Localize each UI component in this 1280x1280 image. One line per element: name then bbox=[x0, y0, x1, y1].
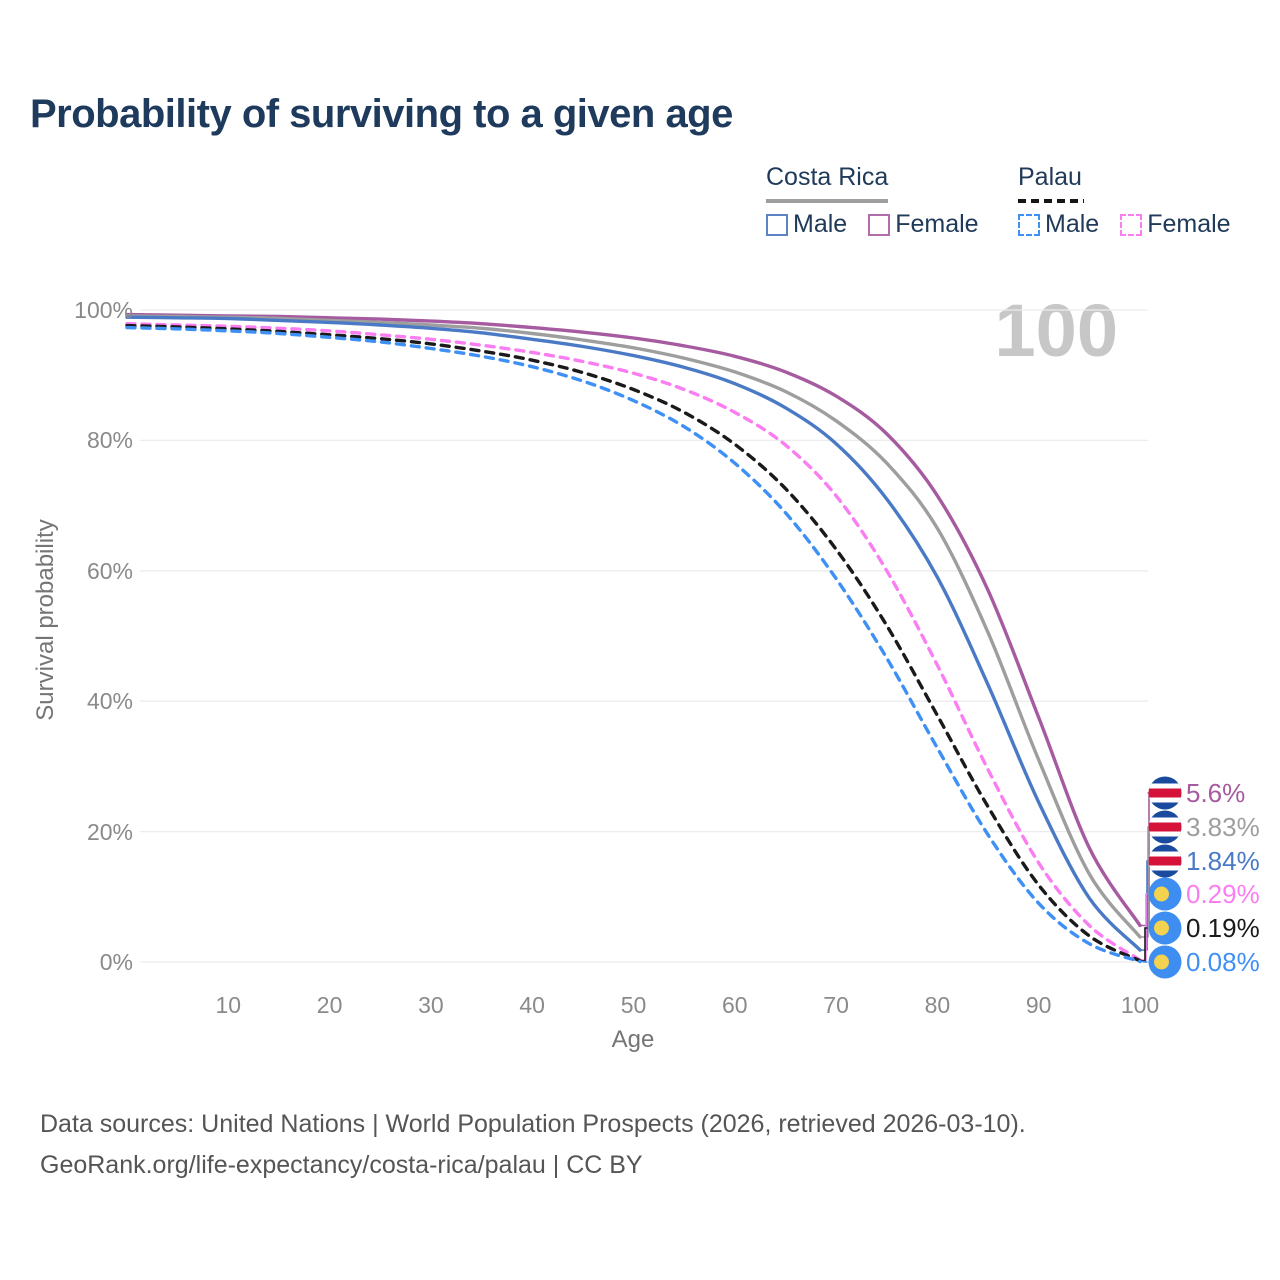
end-value-label-palau-both: 0.19% bbox=[1186, 913, 1260, 943]
legend-line-sample-costa-rica bbox=[766, 199, 888, 203]
y-axis-title: Survival probability bbox=[32, 519, 59, 721]
legend-checkbox-costa-rica-female[interactable] bbox=[868, 213, 891, 236]
legend-item-palau-female[interactable]: Female bbox=[1120, 210, 1231, 239]
end-value-label-costa-rica-male: 1.84% bbox=[1186, 846, 1260, 876]
x-tick-100: 100 bbox=[1120, 992, 1160, 1018]
legend-item-label: Female bbox=[1147, 210, 1231, 238]
data-sources-line1: Data sources: United Nations | World Pop… bbox=[40, 1110, 1026, 1138]
legend-group-palau: Palau Male Female bbox=[1018, 163, 1231, 239]
legend-item-label: Male bbox=[793, 210, 848, 238]
y-tick-80%: 80% bbox=[86, 427, 133, 454]
curve-costa-rica-both bbox=[125, 314, 1142, 939]
data-sources: Data sources: United Nations | World Pop… bbox=[40, 1104, 1026, 1186]
curve-costa-rica-female bbox=[125, 312, 1142, 928]
y-tick-60%: 60% bbox=[86, 557, 133, 584]
legend-line-sample-palau bbox=[1018, 199, 1084, 203]
x-tick-10: 10 bbox=[215, 992, 242, 1018]
y-tick-20%: 20% bbox=[86, 818, 133, 845]
legend-item-costa-rica-female[interactable]: Female bbox=[868, 210, 979, 239]
legend-group-costa-rica: Costa Rica Male Female bbox=[766, 163, 979, 239]
y-tick-100%: 100% bbox=[74, 297, 133, 323]
page-title: Probability of surviving to a given age bbox=[30, 92, 733, 136]
legend-item-costa-rica-male[interactable]: Male bbox=[766, 210, 847, 239]
end-label-connector bbox=[1140, 960, 1148, 963]
x-tick-20: 20 bbox=[316, 992, 343, 1018]
legend-item-label: Male bbox=[1045, 210, 1100, 238]
x-tick-70: 70 bbox=[823, 992, 849, 1018]
curve-palau-female bbox=[125, 322, 1142, 962]
end-value-label-palau-male: 0.08% bbox=[1186, 947, 1260, 977]
curve-palau-male bbox=[125, 325, 1142, 964]
end-value-label-palau-female: 0.29% bbox=[1186, 879, 1260, 909]
x-tick-80: 80 bbox=[924, 992, 951, 1018]
end-value-label-costa-rica-female: 5.6% bbox=[1186, 778, 1246, 808]
legend-item-palau-male[interactable]: Male bbox=[1018, 210, 1099, 239]
x-tick-90: 90 bbox=[1025, 992, 1052, 1018]
curve-palau-both bbox=[125, 323, 1142, 963]
x-tick-30: 30 bbox=[418, 992, 444, 1018]
x-tick-50: 50 bbox=[620, 992, 647, 1018]
x-tick-40: 40 bbox=[519, 992, 545, 1018]
legend-country-label-palau: Palau bbox=[1018, 163, 1082, 191]
y-tick-40%: 40% bbox=[86, 688, 133, 715]
flag-icon-costa-rica bbox=[1148, 810, 1182, 844]
legend-item-label: Female bbox=[895, 210, 979, 238]
flag-icon-palau bbox=[1148, 911, 1182, 945]
flag-icon-costa-rica bbox=[1148, 844, 1182, 878]
legend-checkbox-palau-female[interactable] bbox=[1120, 213, 1143, 236]
legend-checkbox-palau-male[interactable] bbox=[1018, 213, 1040, 236]
legend-country-label-costa-rica: Costa Rica bbox=[766, 163, 889, 191]
flag-icon-costa-rica bbox=[1148, 776, 1182, 810]
curve-costa-rica-male bbox=[125, 315, 1142, 952]
age-counter-watermark: 100 bbox=[994, 289, 1118, 372]
flag-icon-palau bbox=[1148, 945, 1182, 979]
x-axis-title: Age bbox=[611, 1026, 655, 1053]
legend-checkbox-costa-rica-male[interactable] bbox=[766, 213, 788, 236]
data-sources-line2: GeoRank.org/life-expectancy/costa-rica/p… bbox=[40, 1151, 643, 1179]
end-label-connector bbox=[1140, 826, 1149, 938]
y-tick-0%: 0% bbox=[99, 949, 133, 975]
end-value-label-costa-rica-both: 3.83% bbox=[1186, 812, 1260, 842]
flag-icon-palau bbox=[1148, 877, 1182, 911]
end-label-connector bbox=[1140, 860, 1148, 951]
x-tick-60: 60 bbox=[722, 992, 748, 1018]
